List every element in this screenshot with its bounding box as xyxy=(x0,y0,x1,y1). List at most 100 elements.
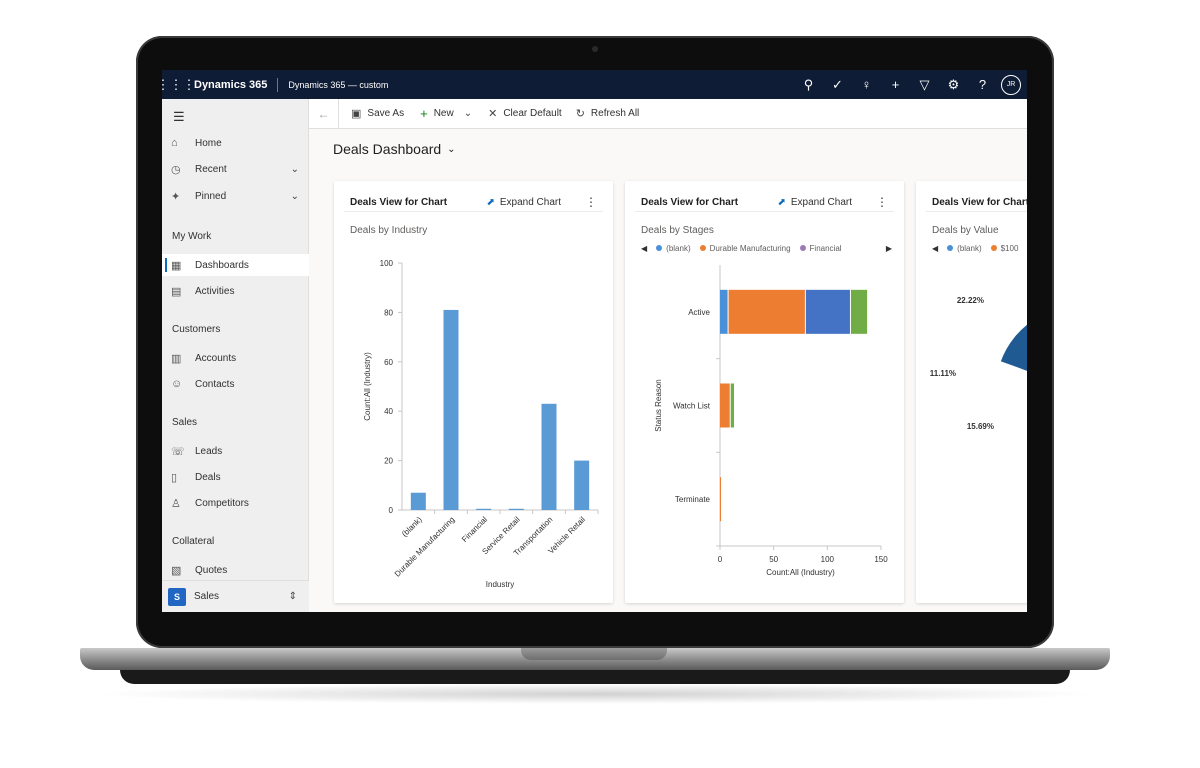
task-icon[interactable]: ✓ xyxy=(832,76,843,92)
sidebar-item-label: Pinned xyxy=(195,190,227,202)
pie-data-label: 15.69% xyxy=(967,422,994,431)
sidebar-item-accounts[interactable]: ▥ Accounts xyxy=(162,347,309,369)
chart-subtitle: Deals by Industry xyxy=(350,225,428,236)
person-icon: ☺ xyxy=(171,378,183,390)
app-name[interactable]: Dynamics 365 xyxy=(194,78,268,91)
bar-segment xyxy=(805,289,850,334)
legend-label: Financial xyxy=(809,243,842,253)
chevron-down-icon[interactable]: ⌄ xyxy=(290,190,299,202)
sidebar-item-deals[interactable]: ▯ Deals xyxy=(162,466,309,488)
sidebar-item-contacts[interactable]: ☺ Contacts xyxy=(162,373,309,395)
card-header: Deals View for Chart ⬈ Expand Chart ⋮ xyxy=(641,192,894,212)
help-icon[interactable]: ? xyxy=(978,77,987,92)
legend-item[interactable]: (blank) xyxy=(947,243,982,253)
section-sales: Sales xyxy=(172,417,198,428)
app-launcher-icon[interactable]: ⋮⋮⋮ xyxy=(162,76,196,92)
section-my-work: My Work xyxy=(172,231,212,242)
close-icon: ✕ xyxy=(488,108,498,120)
sidebar-item-recent[interactable]: ◷ Recent ⌄ xyxy=(162,158,309,180)
bar xyxy=(476,508,492,510)
x-axis-title: Industry xyxy=(486,580,514,589)
save-as-button[interactable]: ▣ Save As xyxy=(351,107,404,120)
legend-item[interactable]: $100 xyxy=(990,243,1019,253)
new-button[interactable]: + New ⌄ xyxy=(420,106,472,121)
legend-item[interactable]: Financial xyxy=(799,243,842,253)
expand-chart-button[interactable]: ⬈ Expand Chart xyxy=(486,197,561,208)
competitor-icon: ♙ xyxy=(171,497,181,510)
phone-icon: ☏ xyxy=(171,445,185,458)
expand-chart-button[interactable]: ⬈ Expand Chart xyxy=(777,197,852,208)
chart-card-value: Deals View for Chart Deals by Value ◀ (b… xyxy=(916,181,1027,603)
refresh-all-label: Refresh All xyxy=(590,108,640,119)
chevron-down-icon[interactable]: ⌄ xyxy=(290,163,299,175)
clock-icon: ◷ xyxy=(171,163,181,176)
sidebar-item-leads[interactable]: ☏ Leads xyxy=(162,440,309,462)
legend-prev-icon[interactable]: ◀ xyxy=(641,243,648,253)
new-label: New xyxy=(433,108,454,119)
sidebar-item-home[interactable]: ⌂ Home xyxy=(162,132,309,154)
lightbulb-icon[interactable]: ♀ xyxy=(861,77,872,92)
legend-label: (blank) xyxy=(957,243,982,253)
legend-label: (blank) xyxy=(666,243,691,253)
card-title: Deals View for Chart xyxy=(350,196,448,208)
y-tick-label: Active xyxy=(688,308,710,317)
x-tick-label: Durable Manufacturing xyxy=(393,515,457,579)
chevron-down-icon[interactable]: ⌄ xyxy=(463,108,473,119)
bar-segment xyxy=(728,289,805,334)
sidebar-item-label: Accounts xyxy=(195,352,237,364)
bar xyxy=(574,460,590,510)
y-axis-title: Status Reason xyxy=(654,379,663,431)
chart-subtitle: Deals by Stages xyxy=(641,225,714,236)
y-tick-label: 40 xyxy=(384,407,393,416)
legend-next-icon[interactable]: ▶ xyxy=(885,243,892,253)
bar xyxy=(410,492,426,510)
sidebar-item-quotes[interactable]: ▧ Quotes xyxy=(162,559,309,581)
sidebar-item-activities[interactable]: ▤ Activities xyxy=(162,280,309,302)
gear-icon[interactable]: ⚙ xyxy=(947,76,960,92)
search-icon[interactable]: ⚲ xyxy=(803,76,814,92)
sidebar-item-label: Contacts xyxy=(195,378,235,390)
value-pie-chart: 22.22% 11.11% 15.69% xyxy=(930,296,1027,431)
x-tick-label: 50 xyxy=(769,555,778,564)
laptop-notch xyxy=(521,648,667,660)
chevron-updown-icon[interactable]: ⇕ xyxy=(288,591,297,602)
legend-prev-icon[interactable]: ◀ xyxy=(932,243,939,253)
bar xyxy=(443,309,459,510)
sidebar-item-pinned[interactable]: ✦ Pinned ⌄ xyxy=(162,185,309,207)
sidebar-item-label: Leads xyxy=(195,445,223,457)
refresh-all-button[interactable]: ↻ Refresh All xyxy=(576,107,640,120)
legend-item[interactable]: Durable Manufacturing xyxy=(699,244,791,253)
bar-segment xyxy=(720,289,728,334)
back-arrow-icon[interactable]: ← xyxy=(309,98,339,129)
expand-icon: ⬈ xyxy=(777,196,786,208)
legend-item[interactable]: (blank) xyxy=(656,243,691,253)
pie-data-label: 22.22% xyxy=(957,296,984,305)
more-options-icon[interactable]: ⋮ xyxy=(585,195,597,209)
y-tick-label: Terminate xyxy=(675,495,711,504)
chart-card-stages: Deals View for Chart ⬈ Expand Chart ⋮ De… xyxy=(625,181,904,603)
y-axis-title: Count:All (Industry) xyxy=(363,352,372,421)
bar-segment xyxy=(720,477,721,522)
legend-swatch xyxy=(799,245,806,251)
sidebar: ☰ ⌂ Home ◷ Recent ⌄ ✦ Pinned ⌄ My Work ▦… xyxy=(162,99,309,612)
plus-icon[interactable]: + xyxy=(891,77,900,92)
dashboard-selector[interactable]: Deals Dashboard ⌄ xyxy=(333,141,456,157)
sidebar-item-competitors[interactable]: ♙ Competitors xyxy=(162,492,309,514)
sidebar-item-label: Home xyxy=(195,137,222,149)
sidebar-item-label: Quotes xyxy=(195,564,228,576)
page-title: Deals Dashboard xyxy=(333,141,442,157)
clear-default-button[interactable]: ✕ Clear Default xyxy=(488,107,562,120)
hamburger-menu-icon[interactable]: ☰ xyxy=(173,109,185,124)
legend-label: $100 xyxy=(1000,243,1019,253)
more-options-icon[interactable]: ⋮ xyxy=(876,195,888,209)
card-divider xyxy=(635,211,894,212)
sidebar-item-dashboards[interactable]: ▦ Dashboards xyxy=(162,254,309,276)
clear-default-label: Clear Default xyxy=(503,108,562,119)
area-switcher[interactable]: S Sales ⇕ xyxy=(162,580,309,612)
chart-subtitle: Deals by Value xyxy=(932,225,999,236)
pin-icon: ✦ xyxy=(171,190,181,203)
pie-slice xyxy=(999,323,1027,372)
filter-icon[interactable]: ▽ xyxy=(919,76,930,92)
sidebar-item-label: Dashboards xyxy=(195,259,249,271)
avatar[interactable]: JR xyxy=(1001,74,1021,95)
